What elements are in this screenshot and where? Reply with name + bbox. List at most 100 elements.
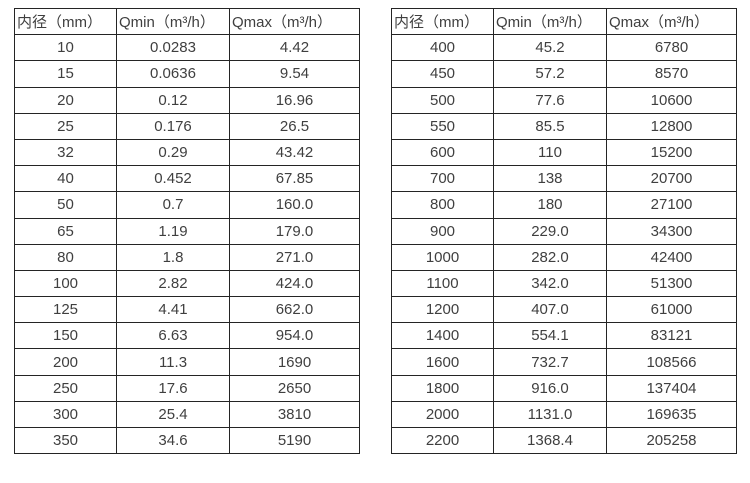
table-cell: 137404 — [606, 374, 737, 402]
table-row: 40 0.452 67.85 — [14, 165, 360, 193]
table-cell: 282.0 — [493, 243, 607, 271]
table-cell: 916.0 — [493, 374, 607, 402]
table-row: 80 1.8 271.0 — [14, 243, 360, 271]
table-row: 100 2.82 424.0 — [14, 269, 360, 298]
table-row: 125 4.41 662.0 — [14, 296, 360, 324]
table-cell: 34.6 — [116, 426, 230, 455]
table-cell: 800 — [391, 191, 494, 219]
table-cell: 0.0636 — [116, 60, 230, 88]
table-cell: 169635 — [606, 400, 737, 429]
table-cell: 1131.0 — [493, 400, 607, 429]
header-qmin: Qmin（m³/h） — [493, 7, 607, 36]
table-cell: 8570 — [606, 60, 737, 88]
table-row: 450 57.2 8570 — [391, 60, 737, 88]
header-inner-diameter: 内径（mm） — [14, 7, 117, 36]
table-cell: 229.0 — [493, 217, 607, 245]
table-cell: 125 — [14, 296, 117, 324]
table-row: 2000 1131.0 169635 — [391, 400, 737, 429]
table-cell: 1200 — [391, 296, 494, 324]
table-cell: 1000 — [391, 243, 494, 271]
table-cell: 25 — [14, 112, 117, 140]
table-cell: 1100 — [391, 269, 494, 298]
table-cell: 42400 — [606, 243, 737, 271]
table-cell: 600 — [391, 138, 494, 167]
table-cell: 17.6 — [116, 374, 230, 402]
table-cell: 700 — [391, 165, 494, 193]
table-cell: 57.2 — [493, 60, 607, 88]
table-cell: 424.0 — [229, 269, 360, 298]
table-cell: 0.7 — [116, 191, 230, 219]
table-row: 32 0.29 43.42 — [14, 138, 360, 167]
table-cell: 77.6 — [493, 86, 607, 114]
table-cell: 100 — [14, 269, 117, 298]
table-header-row: 内径（mm） Qmin（m³/h） Qmax（m³/h） — [391, 7, 737, 36]
table-row: 25 0.176 26.5 — [14, 112, 360, 140]
table-row: 1100 342.0 51300 — [391, 269, 737, 298]
table-cell: 4.41 — [116, 296, 230, 324]
table-cell: 1400 — [391, 322, 494, 350]
table-cell: 40 — [14, 165, 117, 193]
table-cell: 110 — [493, 138, 607, 167]
table-cell: 0.29 — [116, 138, 230, 167]
table-cell: 2650 — [229, 374, 360, 402]
table-row: 800 180 27100 — [391, 191, 737, 219]
table-row: 1200 407.0 61000 — [391, 296, 737, 324]
table-cell: 65 — [14, 217, 117, 245]
table-cell: 85.5 — [493, 112, 607, 140]
table-cell: 1800 — [391, 374, 494, 402]
table-cell: 300 — [14, 400, 117, 429]
table-row: 200 11.3 1690 — [14, 348, 360, 376]
table-cell: 400 — [391, 34, 494, 62]
table-cell: 20700 — [606, 165, 737, 193]
table-cell: 500 — [391, 86, 494, 114]
table-cell: 342.0 — [493, 269, 607, 298]
table-cell: 350 — [14, 426, 117, 455]
table-cell: 3810 — [229, 400, 360, 429]
header-inner-diameter: 内径（mm） — [391, 7, 494, 36]
table-cell: 67.85 — [229, 165, 360, 193]
table-cell: 1600 — [391, 348, 494, 376]
table-cell: 15200 — [606, 138, 737, 167]
table-cell: 6.63 — [116, 322, 230, 350]
table-cell: 51300 — [606, 269, 737, 298]
table-cell: 179.0 — [229, 217, 360, 245]
table-cell: 83121 — [606, 322, 737, 350]
table-row: 2200 1368.4 205258 — [391, 426, 737, 455]
table-row: 1000 282.0 42400 — [391, 243, 737, 271]
table-cell: 2.82 — [116, 269, 230, 298]
table-cell: 0.12 — [116, 86, 230, 114]
table-cell: 10600 — [606, 86, 737, 114]
table-row: 10 0.0283 4.42 — [14, 34, 360, 62]
table-row: 150 6.63 954.0 — [14, 322, 360, 350]
table-cell: 732.7 — [493, 348, 607, 376]
table-row: 65 1.19 179.0 — [14, 217, 360, 245]
table-cell: 0.452 — [116, 165, 230, 193]
table-cell: 554.1 — [493, 322, 607, 350]
table-cell: 61000 — [606, 296, 737, 324]
header-qmax: Qmax（m³/h） — [606, 7, 737, 36]
table-cell: 450 — [391, 60, 494, 88]
table-row: 600 110 15200 — [391, 138, 737, 167]
table-row: 1800 916.0 137404 — [391, 374, 737, 402]
table-cell: 138 — [493, 165, 607, 193]
table-cell: 150 — [14, 322, 117, 350]
table-cell: 108566 — [606, 348, 737, 376]
table-cell: 2000 — [391, 400, 494, 429]
table-cell: 34300 — [606, 217, 737, 245]
table-row: 300 25.4 3810 — [14, 400, 360, 429]
table-row: 50 0.7 160.0 — [14, 191, 360, 219]
table-cell: 10 — [14, 34, 117, 62]
table-cell: 11.3 — [116, 348, 230, 376]
table-row: 1400 554.1 83121 — [391, 322, 737, 350]
table-cell: 954.0 — [229, 322, 360, 350]
flow-spec-table-small-diameters: 内径（mm） Qmin（m³/h） Qmax（m³/h） 10 0.0283 4.4… — [14, 7, 360, 455]
table-row: 550 85.5 12800 — [391, 112, 737, 140]
table-body: 400 45.2 6780 450 57.2 8570 500 77.6 10600 550 85.… — [391, 34, 737, 455]
table-cell: 9.54 — [229, 60, 360, 88]
table-row: 350 34.6 5190 — [14, 426, 360, 455]
table-cell: 50 — [14, 191, 117, 219]
table-cell: 160.0 — [229, 191, 360, 219]
table-cell: 5190 — [229, 426, 360, 455]
table-cell: 271.0 — [229, 243, 360, 271]
